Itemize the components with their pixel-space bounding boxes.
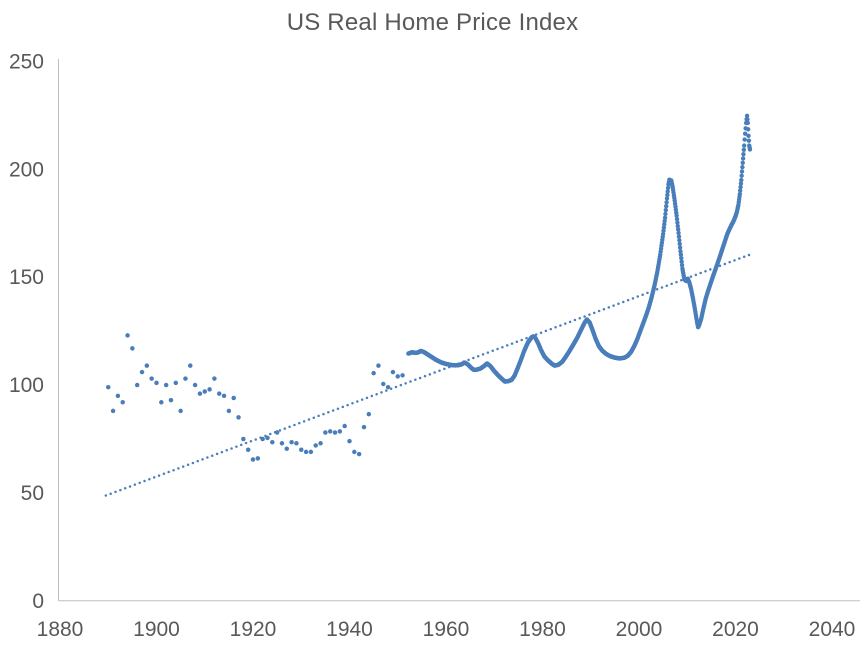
y-tick-label: 250: [9, 50, 44, 73]
x-tick-label: 1880: [37, 618, 84, 641]
x-tick-label: 2020: [712, 618, 759, 641]
y-tick-label: 50: [21, 482, 44, 505]
annual-series: [106, 333, 405, 462]
chart-title: US Real Home Price Index: [286, 9, 579, 36]
y-axis-tick-labels: 0 50 100 150 200 250: [9, 50, 44, 612]
x-axis-tick-labels: 1880 1900 1920 1940 1960 1980 2000 2020 2040: [37, 618, 856, 641]
x-tick-label: 1920: [230, 618, 277, 641]
axes: [58, 59, 860, 602]
y-tick-label: 100: [9, 374, 44, 397]
y-tick-label: 0: [32, 590, 44, 613]
y-tick-label: 200: [9, 158, 44, 181]
x-tick-label: 1900: [133, 618, 180, 641]
trend-line-series: [104, 253, 751, 497]
x-tick-label: 1980: [519, 618, 566, 641]
x-tick-label: 1960: [423, 618, 470, 641]
x-tick-label: 1940: [326, 618, 373, 641]
y-tick-label: 150: [9, 266, 44, 289]
x-tick-label: 2040: [809, 618, 856, 641]
monthly-series: [406, 113, 753, 384]
x-tick-label: 2000: [616, 618, 663, 641]
